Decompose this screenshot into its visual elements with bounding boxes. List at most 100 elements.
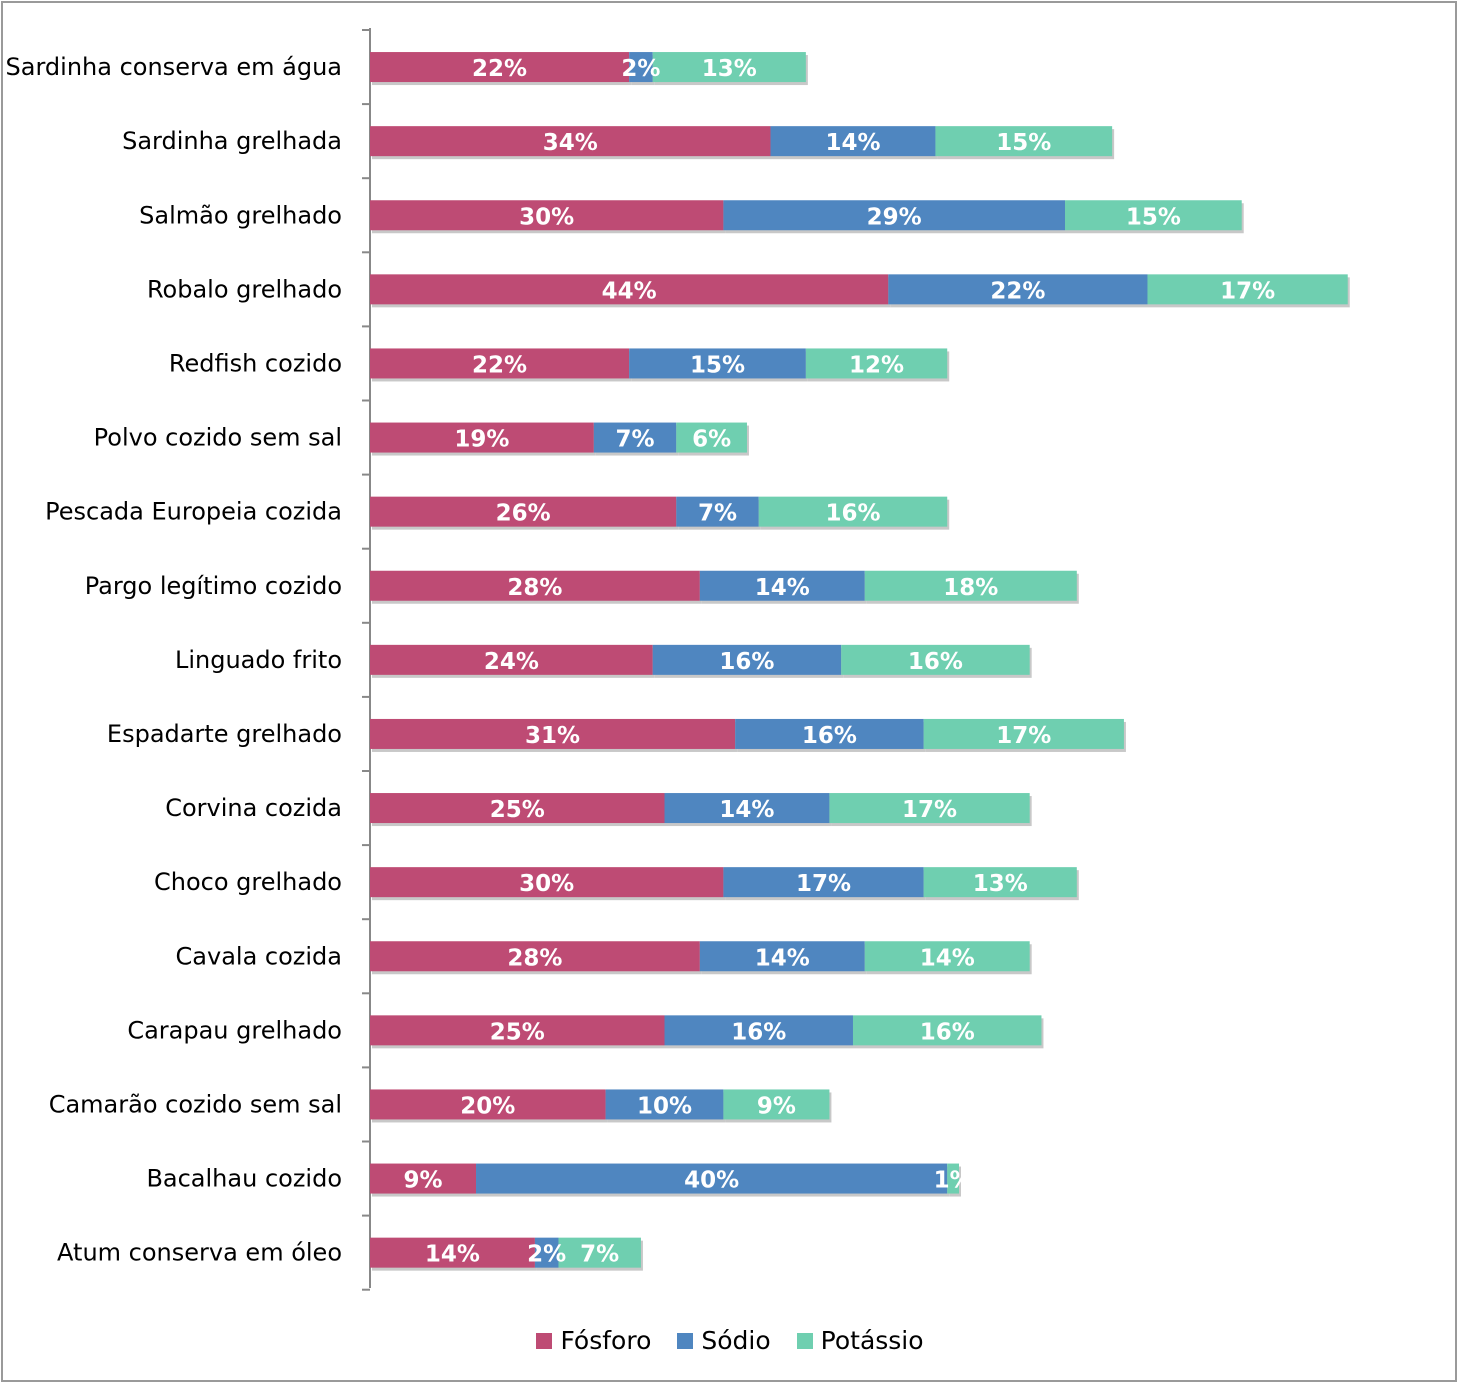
data-label: 22% xyxy=(472,56,527,82)
category-label: Pescada Europeia cozida xyxy=(45,498,342,526)
bar-segment xyxy=(723,867,924,898)
data-label: 15% xyxy=(996,130,1051,156)
category-label: Pargo legítimo cozido xyxy=(85,572,342,600)
bar-segment xyxy=(370,718,736,749)
data-label: 14% xyxy=(425,1242,480,1268)
bar-segment xyxy=(841,644,1030,675)
category-label: Robalo grelhado xyxy=(147,275,342,303)
data-label: 30% xyxy=(519,871,574,897)
bar-segment xyxy=(370,644,653,675)
data-label: 14% xyxy=(755,575,810,601)
data-label: 40% xyxy=(684,1168,739,1194)
bar-segment xyxy=(664,793,830,824)
legend-swatch xyxy=(536,1332,553,1349)
bar-segment xyxy=(370,274,889,305)
data-label: 16% xyxy=(719,649,774,675)
category-label: Redfish cozido xyxy=(169,349,342,377)
category-label: Bacalhau cozido xyxy=(146,1165,342,1193)
category-label: Carapau grelhado xyxy=(127,1016,342,1044)
data-label: 14% xyxy=(825,130,880,156)
data-label: 13% xyxy=(973,871,1028,897)
bar-segment xyxy=(923,867,1077,898)
data-label: 17% xyxy=(902,797,957,823)
data-label: 9% xyxy=(757,1093,796,1119)
bar-segment xyxy=(864,570,1077,601)
bar-segment xyxy=(370,793,665,824)
category-label: Espadarte grelhado xyxy=(107,720,342,748)
category-label: Sardinha grelhada xyxy=(122,127,342,155)
bar-segment xyxy=(758,496,948,527)
bar-segment xyxy=(370,126,771,157)
bar-segment xyxy=(370,570,700,601)
bar-segment xyxy=(370,1237,535,1268)
bar-segment xyxy=(723,1089,830,1120)
data-label: 31% xyxy=(525,723,580,749)
data-label: 2% xyxy=(621,56,660,82)
bar-segment xyxy=(864,941,1030,972)
bar-segment xyxy=(829,793,1030,824)
legend-label: Potássio xyxy=(820,1326,924,1355)
data-label: 25% xyxy=(490,1019,545,1045)
bar-segment xyxy=(947,1163,959,1194)
data-label: 16% xyxy=(731,1019,786,1045)
bar-segment xyxy=(935,126,1113,157)
bar-segment xyxy=(652,52,806,83)
data-label: 14% xyxy=(755,945,810,971)
data-label: 12% xyxy=(849,352,904,378)
bar-segment xyxy=(593,422,677,453)
data-label: 26% xyxy=(496,501,551,527)
legend-item: Potássio xyxy=(796,1326,924,1355)
category-label: Sardinha conserva em água xyxy=(6,53,342,81)
bar-segment xyxy=(370,867,724,898)
bar-segment xyxy=(770,126,936,157)
data-label: 28% xyxy=(507,575,562,601)
bar-segment xyxy=(652,644,842,675)
data-label: 15% xyxy=(690,352,745,378)
category-label: Polvo cozido sem sal xyxy=(94,424,342,452)
data-label: 28% xyxy=(507,945,562,971)
data-label: 16% xyxy=(908,649,963,675)
data-label: 25% xyxy=(490,797,545,823)
bar-segment xyxy=(558,1237,641,1268)
bar-segment xyxy=(676,496,759,527)
bar-segment xyxy=(370,1163,477,1194)
bar-segment xyxy=(370,1089,606,1120)
data-label: 29% xyxy=(867,204,922,230)
bar-segment xyxy=(534,1237,559,1268)
data-label: 7% xyxy=(698,501,737,527)
bar-segment xyxy=(852,1015,1042,1046)
data-label: 22% xyxy=(990,278,1045,304)
data-label: 19% xyxy=(454,427,509,453)
bar-segment xyxy=(664,1015,853,1046)
data-label: 2% xyxy=(527,1242,566,1268)
bar-segment xyxy=(699,941,865,972)
data-label: 6% xyxy=(692,427,731,453)
category-label: Atum conserva em óleo xyxy=(57,1239,342,1267)
data-label: 15% xyxy=(1126,204,1181,230)
data-label: 1% xyxy=(934,1168,973,1194)
data-label: 30% xyxy=(519,204,574,230)
data-label: 9% xyxy=(403,1168,442,1194)
bar-segment xyxy=(888,274,1148,305)
legend: Fósforo Sódio Potássio xyxy=(0,1326,1460,1355)
category-label: Camarão cozido sem sal xyxy=(49,1090,342,1118)
data-label: 16% xyxy=(802,723,857,749)
legend-label: Sódio xyxy=(701,1326,771,1355)
data-label: 17% xyxy=(796,871,851,897)
data-label: 16% xyxy=(920,1019,975,1045)
category-label: Linguado frito xyxy=(175,646,342,674)
data-label: 17% xyxy=(996,723,1051,749)
bar-segment xyxy=(370,52,630,83)
data-label: 20% xyxy=(460,1093,515,1119)
legend-swatch xyxy=(677,1332,694,1349)
legend-item: Fósforo xyxy=(536,1326,651,1355)
bar-segment xyxy=(1147,274,1348,305)
data-label: 17% xyxy=(1220,278,1275,304)
bar-segment xyxy=(923,718,1124,749)
legend-label: Fósforo xyxy=(560,1326,652,1355)
bar-segment xyxy=(629,348,806,379)
legend-swatch xyxy=(796,1332,813,1349)
bar-segment xyxy=(805,348,948,379)
bar-segment xyxy=(370,1015,665,1046)
data-label: 16% xyxy=(825,501,880,527)
